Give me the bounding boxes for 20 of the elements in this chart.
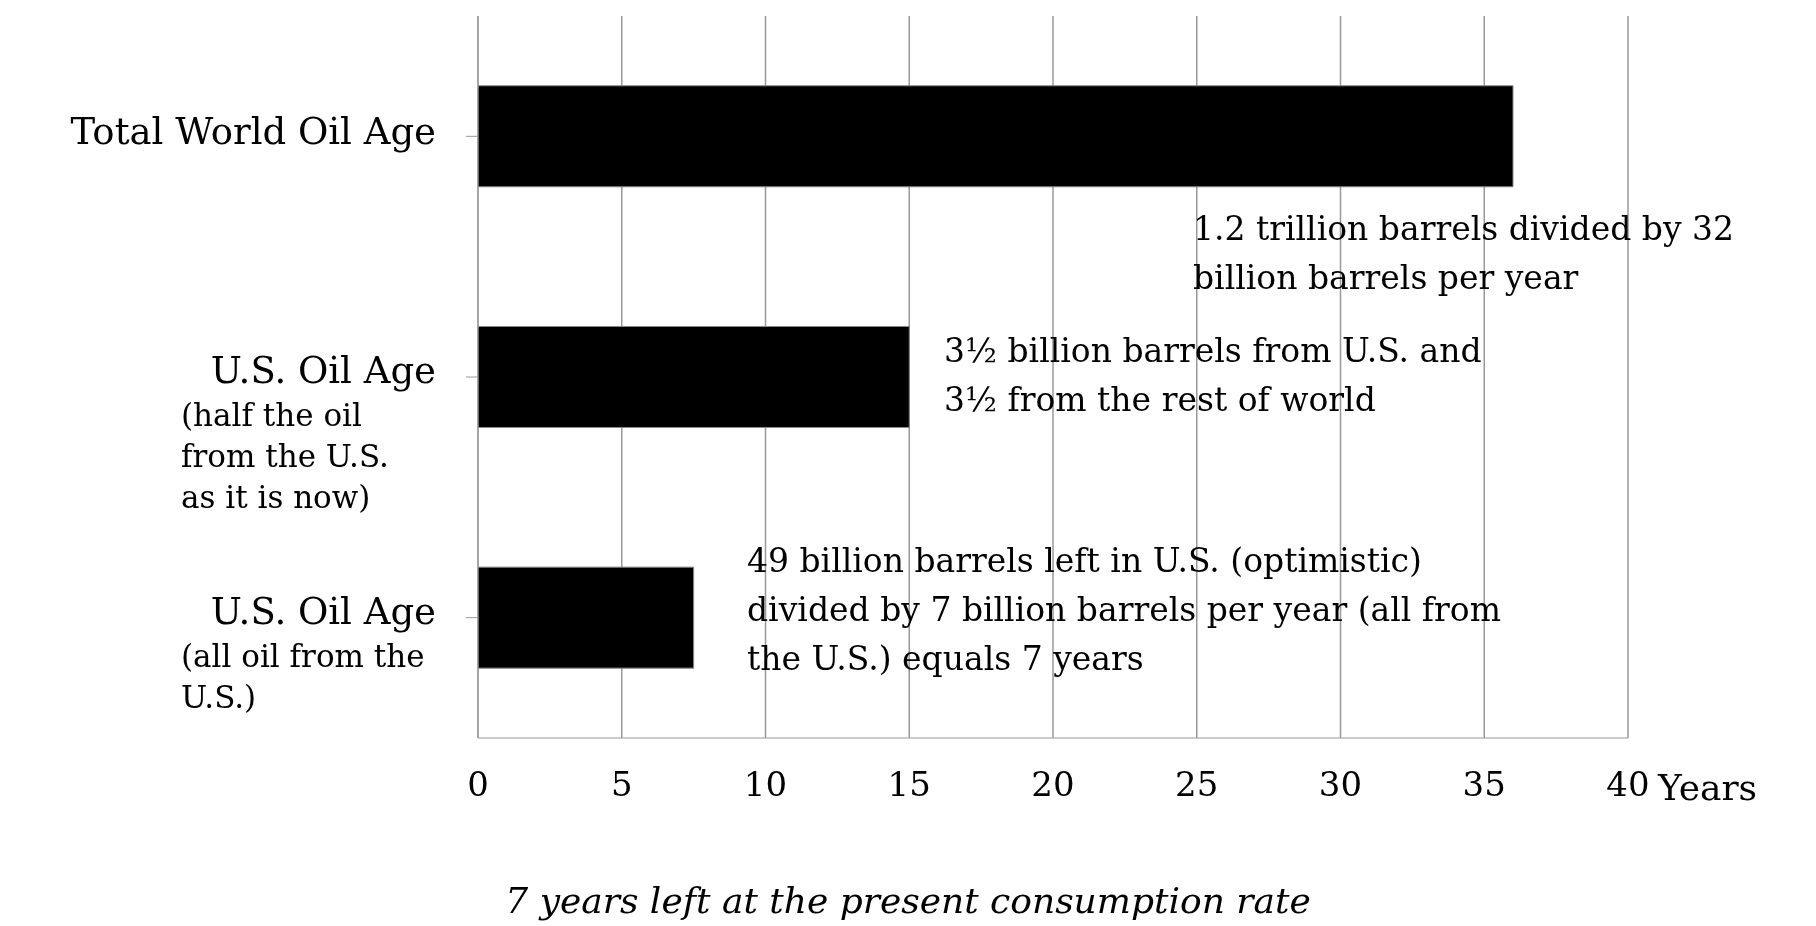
x-tick-label: 0: [467, 764, 489, 804]
x-tick-label: 25: [1175, 764, 1219, 804]
bar: [478, 325, 910, 428]
x-tick-label: 20: [1031, 764, 1075, 804]
x-axis-title: Years: [1657, 767, 1758, 808]
bar: [478, 566, 695, 669]
x-tick-label: 15: [887, 764, 931, 804]
x-tick-label: 40: [1606, 764, 1650, 804]
annotation: 1.2 trillion barrels divided by 32 billion barrels per year: [1193, 208, 1736, 299]
y-tick-label: U.S. Oil Age (all oil from the U.S.): [180, 588, 436, 717]
annotation: 3½ billion barrels from U.S. and 3½ from the rest of world: [944, 330, 1483, 421]
y-tick-label: Total World Oil Age: [69, 109, 436, 156]
bar: [478, 85, 1514, 188]
annotation: 49 billion barrels left in U.S. (optimistic) divided by 7 billion barrels per year (all from the U.S.) equals 7 years: [747, 540, 1503, 680]
x-tick-label: 35: [1462, 764, 1506, 804]
x-tick-label: 10: [743, 764, 788, 804]
x-tick-label: 30: [1318, 764, 1363, 804]
text: 7 years left at the present consumption rate: [504, 879, 1312, 923]
y-tick-label: U.S. Oil Age (half the oil from the U.S. as it is now): [180, 348, 436, 517]
x-tick-label: 5: [610, 764, 633, 804]
